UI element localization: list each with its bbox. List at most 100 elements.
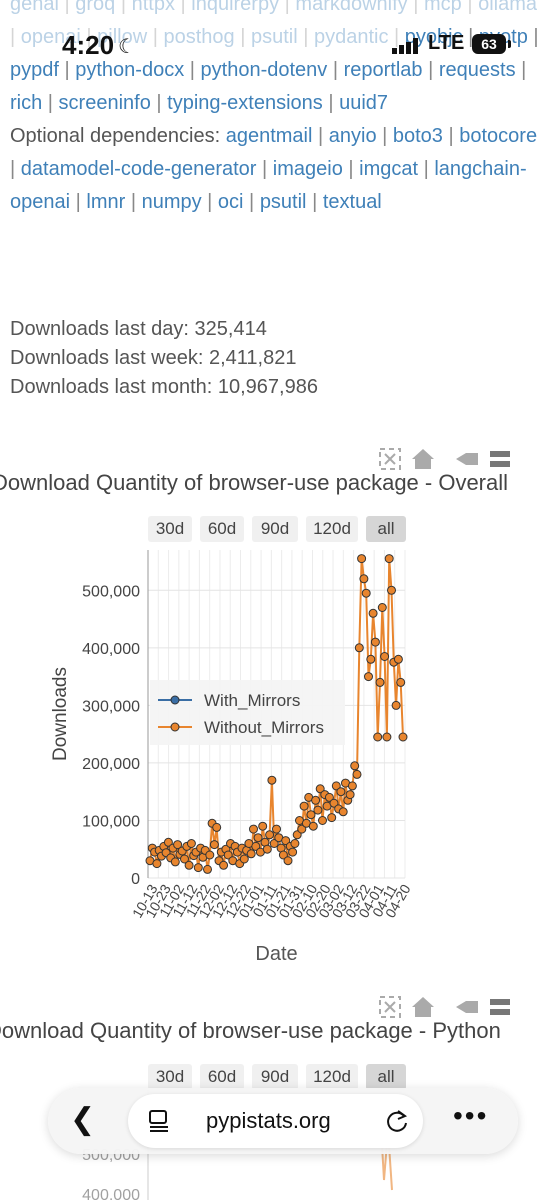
dependency-link[interactable]: uuid7 — [339, 92, 389, 114]
data-point — [396, 677, 406, 687]
spike-lines-icon[interactable] — [456, 1001, 478, 1013]
data-point — [249, 824, 258, 834]
dependency-link[interactable]: imgcat — [359, 158, 419, 180]
dependency-link[interactable]: boto3 — [392, 125, 443, 147]
data-point — [186, 839, 196, 848]
data-point — [288, 847, 298, 857]
downloads-last-month: Downloads last month: 10,967,986 — [10, 376, 318, 398]
dependency-link[interactable]: inquirerpy — [191, 0, 280, 15]
range-button-90d[interactable]: 90d — [252, 1064, 298, 1090]
data-point — [327, 813, 337, 823]
data-point — [329, 798, 339, 808]
range-button-60d[interactable]: 60d — [200, 1064, 244, 1090]
dependency-link[interactable]: pydantic — [313, 26, 389, 48]
download-stats: Downloads last day: 325,414 Downloads la… — [10, 315, 318, 402]
range-button-120d[interactable]: 120d — [306, 1064, 358, 1090]
dependency-link[interactable]: requests — [438, 59, 516, 81]
downloads-last-day: Downloads last day: 325,414 — [10, 318, 267, 340]
range-button-all[interactable]: all — [366, 1064, 406, 1090]
data-point — [184, 860, 194, 870]
data-point — [290, 839, 300, 848]
data-point — [306, 810, 316, 820]
dependency-link[interactable]: anyio — [328, 125, 377, 147]
dependency-link[interactable]: genai — [10, 0, 59, 15]
chart2-ytick: 400,000 — [82, 1187, 140, 1200]
dependency-link[interactable]: psutil — [250, 26, 298, 48]
dependency-link[interactable]: mcp — [423, 0, 462, 15]
dependency-link[interactable]: posthog — [163, 26, 235, 48]
data-point — [152, 859, 162, 869]
dependency-link[interactable]: rich — [10, 92, 43, 114]
autoscale-icon[interactable] — [379, 996, 401, 1018]
data-point — [209, 840, 219, 850]
dependency-link[interactable]: python-dotenv — [200, 59, 328, 81]
dependency-link[interactable]: botocore — [459, 125, 538, 147]
back-button[interactable]: ❮ — [70, 1103, 96, 1136]
dependency-link[interactable]: agentmail — [225, 125, 313, 147]
network-type: LTE — [428, 32, 465, 54]
data-point — [297, 824, 307, 834]
data-point — [377, 603, 387, 612]
data-point — [336, 787, 346, 797]
dependency-link[interactable]: python-docx — [75, 59, 185, 81]
data-point — [357, 554, 367, 564]
dependency-link[interactable]: lmnr — [86, 191, 126, 213]
battery-tip — [508, 40, 511, 48]
data-point — [368, 608, 378, 618]
home-icon[interactable] — [412, 997, 434, 1017]
data-point — [398, 732, 408, 742]
data-point — [359, 574, 369, 584]
compare-hover-icon[interactable] — [490, 451, 510, 467]
dependency-link[interactable]: httpx — [131, 0, 175, 15]
dependency-link[interactable]: reportlab — [343, 59, 423, 81]
dependency-link[interactable]: langchain-openai — [10, 158, 527, 213]
dependency-link[interactable]: typing-extensions — [167, 92, 323, 114]
y-tick-label: 400,000 — [82, 641, 140, 658]
dependency-link[interactable]: imageio — [272, 158, 343, 180]
data-point — [269, 839, 279, 848]
dependency-link[interactable]: psutil — [259, 191, 307, 213]
data-point — [366, 654, 376, 664]
chart2-modebar — [379, 996, 510, 1018]
data-point — [364, 672, 373, 682]
dependency-link[interactable]: textual — [322, 191, 382, 213]
dependency-link[interactable]: pyobjc — [404, 26, 463, 48]
address-bar[interactable]: pypistats.org — [128, 1094, 423, 1148]
spike-lines-icon[interactable] — [456, 453, 478, 465]
range-button-90d[interactable]: 90d — [252, 516, 298, 542]
compare-hover-icon[interactable] — [490, 999, 510, 1015]
legend-marker-without-mirrors — [170, 722, 180, 732]
dependency-link[interactable]: datamodel-code-generator — [20, 158, 257, 180]
data-point — [352, 769, 362, 779]
page-menu-icon[interactable] — [148, 1110, 170, 1132]
dependency-link[interactable]: numpy — [141, 191, 202, 213]
optional-deps-label: Optional dependencies: — [10, 125, 226, 147]
range-button-all[interactable]: all — [366, 516, 406, 542]
dependency-link[interactable]: oci — [217, 191, 244, 213]
data-point — [265, 830, 275, 840]
data-point — [299, 801, 309, 811]
dependency-link[interactable]: markdownify — [295, 0, 408, 15]
reload-icon[interactable] — [384, 1108, 410, 1134]
dependency-link[interactable]: pillow — [97, 26, 148, 48]
dependency-link[interactable]: openai — [20, 26, 81, 48]
data-point — [354, 643, 364, 653]
range-button-30d[interactable]: 30d — [148, 1064, 192, 1090]
data-point — [338, 807, 348, 817]
dependency-link[interactable]: pypdf — [10, 59, 59, 81]
more-options-button[interactable]: ••• — [453, 1100, 489, 1131]
range-button-30d[interactable]: 30d — [148, 516, 192, 542]
data-point — [219, 860, 229, 870]
data-point — [163, 837, 173, 847]
home-icon[interactable] — [412, 449, 434, 469]
dependency-link[interactable]: groq — [75, 0, 116, 15]
clock: 4:20 — [62, 30, 115, 60]
autoscale-icon[interactable] — [379, 448, 401, 470]
dependency-link[interactable]: screeninfo — [58, 92, 151, 114]
y-tick-label: 100,000 — [82, 813, 140, 830]
range-button-120d[interactable]: 120d — [306, 516, 358, 542]
dependency-link[interactable]: ollama — [478, 0, 538, 15]
range-button-60d[interactable]: 60d — [200, 516, 244, 542]
moon-icon: ☾ — [118, 36, 136, 58]
dependency-list: genai | groq | httpx | inquirerpy | mark… — [10, 0, 545, 219]
